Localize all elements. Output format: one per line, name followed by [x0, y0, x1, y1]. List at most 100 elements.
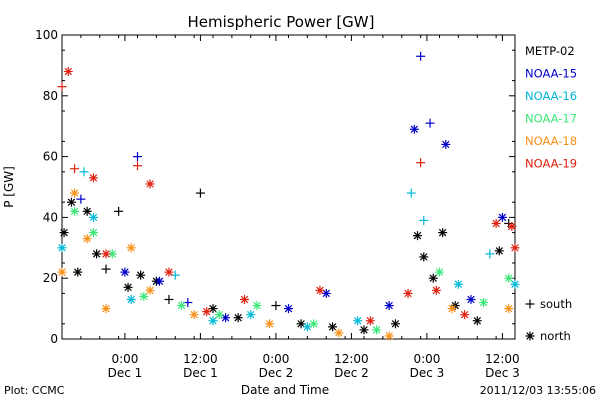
- data-point: [155, 276, 165, 286]
- data-point: [88, 228, 98, 238]
- marker-stroke: [504, 304, 513, 313]
- marker-stroke: [420, 253, 428, 261]
- plot-frame: [61, 34, 516, 340]
- legend: METP-02 NOAA-15 NOAA-16 NOAA-17 NOAA-18 NOAA-…: [525, 44, 577, 171]
- marker-stroke: [140, 292, 148, 301]
- legend-entry: NOAA-19: [525, 157, 577, 171]
- marker-stroke: [385, 332, 393, 340]
- data-point: [139, 291, 149, 301]
- marker-stroke: [309, 320, 318, 328]
- data-point: [494, 246, 504, 256]
- x-tick-time-label: 12:00: [485, 352, 520, 366]
- x-tick-time-label: 12:00: [183, 352, 218, 366]
- data-point: [107, 249, 117, 259]
- marker-stroke: [322, 289, 330, 298]
- data-point: [57, 243, 67, 253]
- marker-stroke: [83, 234, 91, 243]
- marker-stroke: [366, 317, 375, 325]
- data-point: [390, 319, 400, 329]
- marker-stroke: [58, 268, 66, 276]
- series-noaa-18: [57, 188, 514, 341]
- marker-stroke: [413, 231, 422, 240]
- data-point: [189, 310, 199, 320]
- plot-credit: Plot: CCMC: [4, 384, 65, 397]
- data-point: [353, 316, 363, 326]
- data-point: [79, 167, 89, 177]
- data-point: [73, 267, 83, 277]
- x-tick-date-label: Dec 1: [108, 366, 143, 380]
- marker-stroke: [442, 140, 450, 149]
- x-tick-time-label: 12:00: [334, 352, 369, 366]
- marker-stroke: [102, 304, 110, 313]
- data-points: [57, 51, 520, 341]
- data-point: [66, 197, 76, 207]
- marker-stroke: [202, 307, 211, 316]
- marker-stroke: [92, 250, 101, 258]
- data-point: [479, 298, 489, 308]
- data-point: [510, 243, 520, 253]
- marker-stroke: [297, 320, 305, 328]
- marker-stroke: [404, 289, 412, 298]
- marker-stroke: [511, 280, 519, 289]
- marker-stroke: [146, 286, 154, 295]
- data-point: [221, 313, 231, 323]
- marker-legend-label: north: [540, 329, 571, 343]
- data-point: [419, 252, 429, 262]
- data-point: [133, 152, 142, 162]
- marker-stroke: [83, 207, 91, 216]
- marker-stroke: [89, 213, 98, 222]
- data-point: [334, 328, 344, 338]
- data-point: [409, 124, 419, 134]
- y-axis-label: P [GW]: [2, 166, 16, 208]
- data-point: [252, 301, 262, 311]
- marker-stroke: [353, 317, 362, 325]
- data-point: [120, 267, 130, 277]
- marker-stroke: [221, 313, 230, 322]
- data-point: [101, 264, 111, 274]
- series-noaa-16: [57, 167, 520, 332]
- data-point: [525, 331, 535, 341]
- data-point: [88, 212, 98, 222]
- marker-stroke: [247, 310, 255, 319]
- data-point: [145, 179, 155, 189]
- data-point: [453, 279, 463, 289]
- data-point: [57, 267, 67, 277]
- marker-stroke: [177, 301, 186, 310]
- marker-stroke: [467, 295, 475, 304]
- marker-stroke: [328, 323, 337, 331]
- y-tick-label: 60: [43, 150, 58, 164]
- marker-stroke: [498, 213, 507, 222]
- marker-stroke: [435, 268, 444, 276]
- data-point: [233, 313, 243, 323]
- data-point: [133, 161, 142, 171]
- data-point: [419, 215, 429, 225]
- y-tick-label: 20: [43, 271, 58, 285]
- marker-stroke: [495, 247, 503, 255]
- data-point: [126, 294, 136, 304]
- data-point: [202, 307, 212, 317]
- data-point: [82, 206, 92, 216]
- data-point: [431, 285, 441, 295]
- data-point: [372, 325, 382, 335]
- data-point: [145, 285, 155, 295]
- data-point: [497, 212, 507, 222]
- data-point: [412, 231, 422, 241]
- marker-stroke: [124, 283, 132, 292]
- data-point: [525, 299, 535, 309]
- marker-stroke: [146, 180, 154, 188]
- x-tick-date-label: Dec 2: [259, 366, 294, 380]
- marker-stroke: [391, 320, 400, 328]
- marker-stroke: [240, 295, 249, 304]
- data-point: [491, 218, 501, 228]
- marker-stroke: [303, 323, 312, 331]
- data-point: [504, 304, 514, 314]
- marker-stroke: [372, 326, 381, 334]
- data-point: [123, 282, 133, 292]
- data-point: [214, 310, 224, 320]
- marker-stroke: [215, 310, 224, 319]
- data-point: [177, 301, 187, 311]
- data-point: [309, 319, 319, 329]
- marker-stroke: [155, 277, 164, 285]
- data-point: [101, 304, 111, 314]
